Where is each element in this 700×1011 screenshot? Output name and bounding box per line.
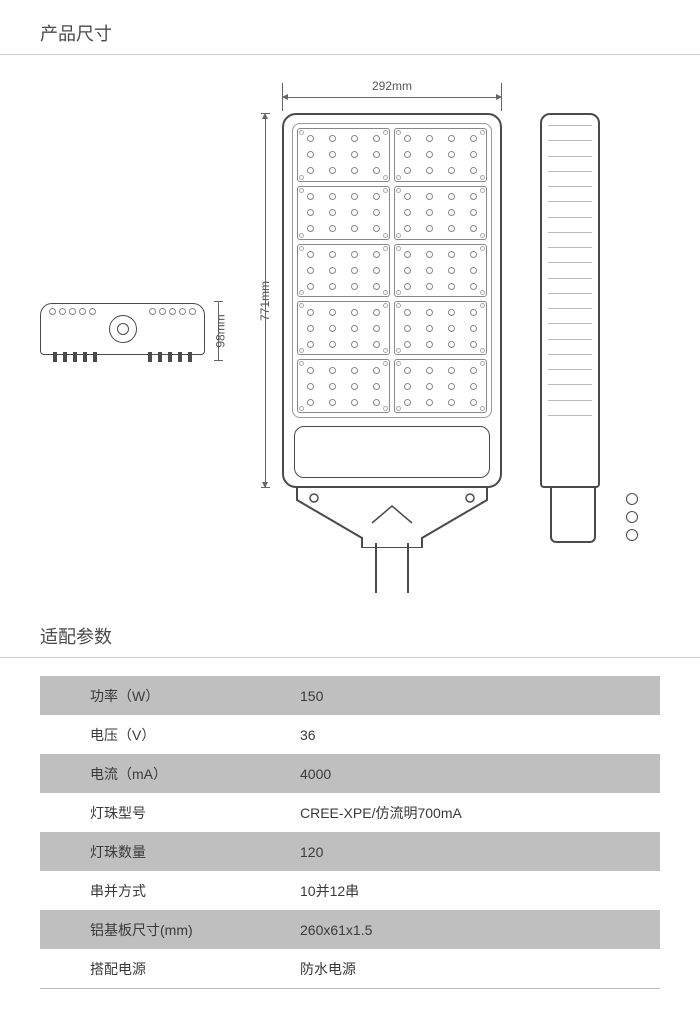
led-module (394, 359, 487, 413)
top-view-drawing (40, 303, 205, 365)
spec-value: 4000 (270, 766, 660, 782)
specs-heading: 适配参数 (0, 603, 700, 658)
spec-label: 电压（V） (40, 725, 270, 745)
front-view-drawing: 292mm (282, 113, 502, 593)
spec-label: 电流（mA） (40, 764, 270, 784)
spec-label: 灯珠型号 (40, 803, 270, 823)
height-label: 771mm (258, 280, 272, 320)
spec-value: 防水电源 (270, 959, 660, 979)
spec-row: 搭配电源防水电源 (40, 949, 660, 988)
led-module (297, 244, 390, 298)
spec-row: 功率（W）150 (40, 676, 660, 715)
spec-row: 灯珠型号CREE-XPE/仿流明700mA (40, 793, 660, 832)
spec-label: 铝基板尺寸(mm) (40, 920, 270, 940)
dimension-diagram: 98mm 771mm 292mm (0, 73, 700, 603)
spec-value: 150 (270, 688, 660, 704)
side-view-drawing (540, 113, 630, 593)
spec-label: 搭配电源 (40, 959, 270, 979)
led-module (394, 244, 487, 298)
spec-value: 10并12串 (270, 881, 660, 901)
led-module (297, 301, 390, 355)
spec-row: 电流（mA）4000 (40, 754, 660, 793)
specs-table: 功率（W）150电压（V）36电流（mA）4000灯珠型号CREE-XPE/仿流… (40, 676, 660, 988)
dimension-depth: 98mm (210, 301, 234, 361)
depth-label: 98mm (214, 314, 228, 347)
spec-row: 电压（V）36 (40, 715, 660, 754)
spec-label: 功率（W） (40, 686, 270, 706)
spec-label: 串并方式 (40, 881, 270, 901)
spec-value: 120 (270, 844, 660, 860)
led-module (297, 186, 390, 240)
led-module (394, 128, 487, 182)
width-label: 292mm (282, 79, 502, 93)
led-module (394, 186, 487, 240)
dimension-height: 771mm (255, 113, 279, 488)
spec-value: 36 (270, 727, 660, 743)
spec-value: CREE-XPE/仿流明700mA (270, 803, 660, 823)
led-module (394, 301, 487, 355)
spec-row: 灯珠数量120 (40, 832, 660, 871)
spec-value: 260x61x1.5 (270, 922, 660, 938)
spec-row: 串并方式10并12串 (40, 871, 660, 910)
spec-label: 灯珠数量 (40, 842, 270, 862)
led-module (297, 359, 390, 413)
dimensions-heading: 产品尺寸 (0, 0, 700, 55)
dimension-width: 292mm (282, 83, 502, 111)
led-module (297, 128, 390, 182)
spec-row: 铝基板尺寸(mm)260x61x1.5 (40, 910, 660, 949)
